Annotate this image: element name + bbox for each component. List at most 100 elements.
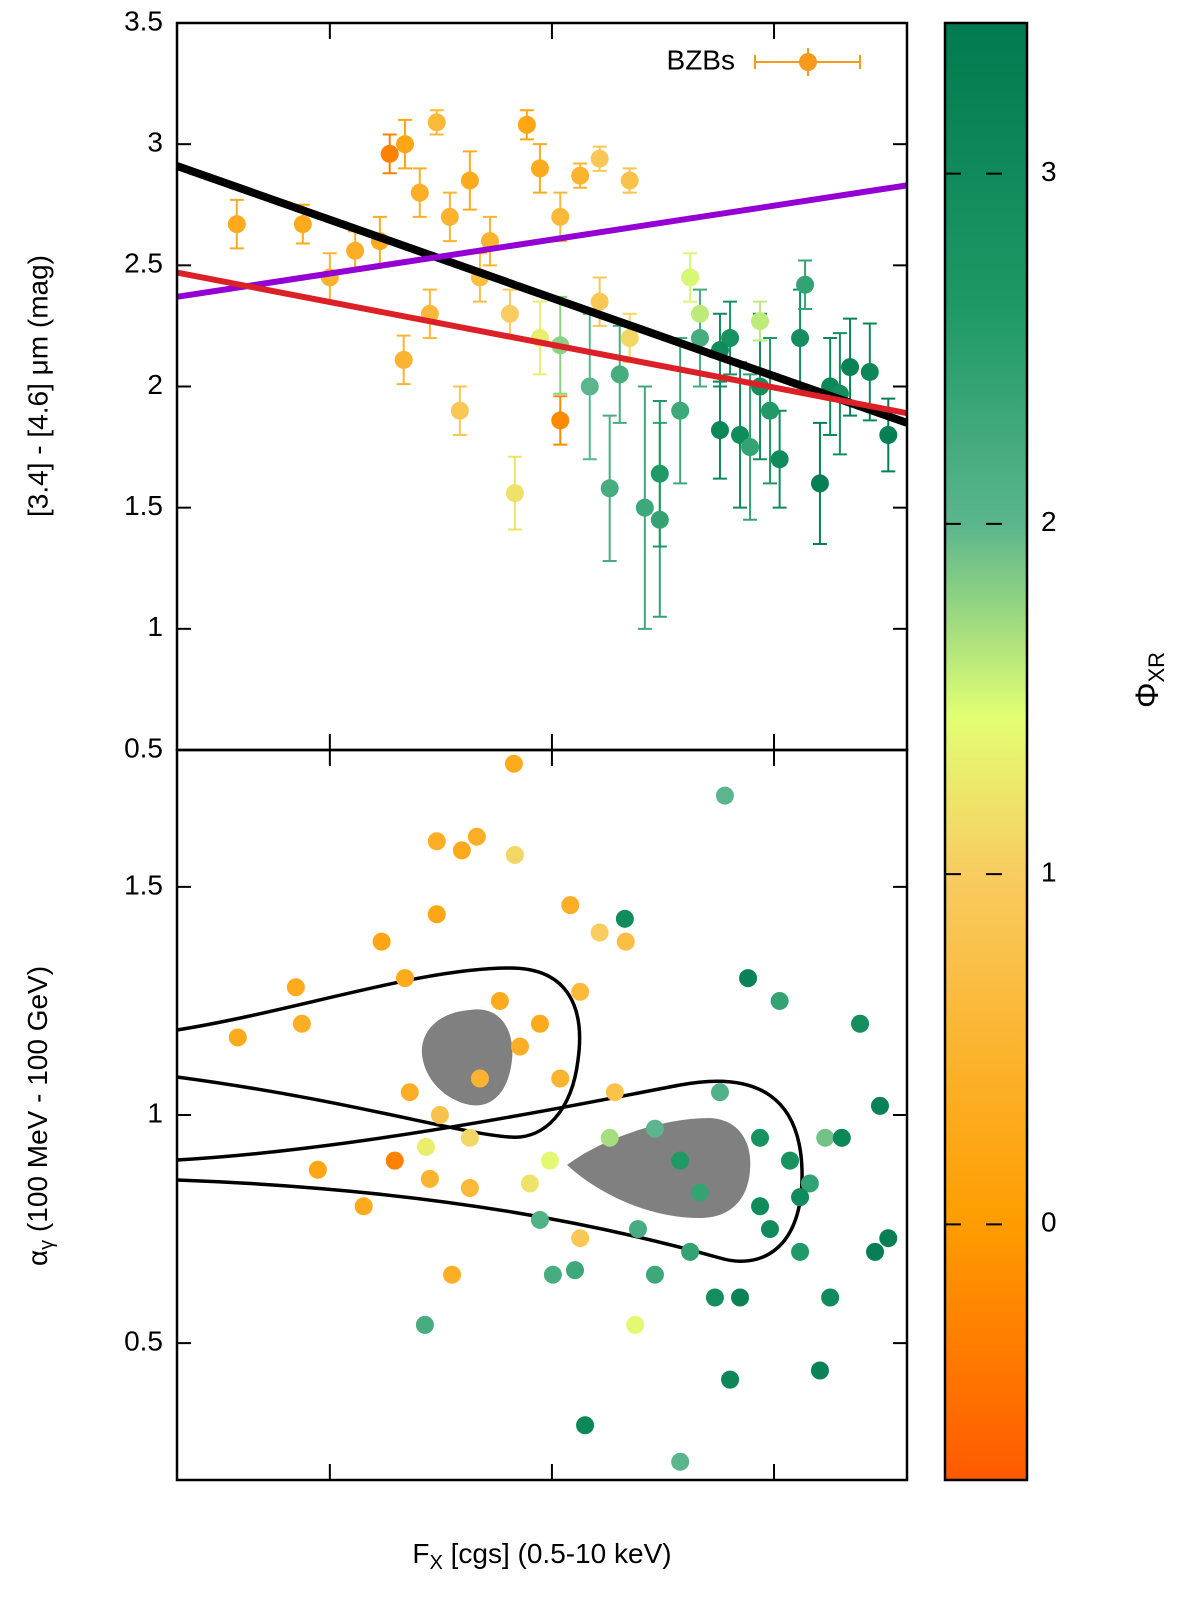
point	[530, 1014, 549, 1033]
point	[650, 510, 669, 529]
point	[681, 1242, 700, 1261]
point	[705, 1288, 724, 1307]
point	[841, 358, 860, 377]
y-tick-label: 2.5	[124, 248, 163, 279]
y-tick-label: 3	[147, 127, 163, 158]
y-tick-label: 0.5	[124, 1326, 163, 1357]
point	[460, 1179, 479, 1197]
point	[490, 991, 509, 1010]
point	[721, 1370, 740, 1389]
label-part: F	[412, 1538, 429, 1569]
point	[286, 978, 305, 997]
point	[780, 1151, 799, 1170]
point	[427, 832, 446, 851]
y-tick-label: 2	[147, 369, 163, 400]
point	[741, 438, 760, 457]
point	[770, 450, 789, 469]
colorbar-tick-label: 1	[1041, 856, 1057, 887]
point	[571, 1229, 590, 1248]
y-tick-label: 1	[147, 611, 163, 642]
point	[751, 312, 770, 331]
point	[228, 1028, 247, 1047]
point	[690, 1183, 709, 1202]
point	[500, 304, 519, 323]
point	[645, 1265, 664, 1284]
point	[739, 969, 758, 988]
x-axis-label: FX [cgs] (0.5-10 keV)	[412, 1538, 671, 1574]
colorbar-tick-label: 2	[1041, 506, 1057, 537]
point	[470, 1069, 489, 1088]
point	[354, 1197, 373, 1216]
point	[450, 401, 469, 420]
point	[551, 411, 570, 430]
point	[832, 1128, 851, 1147]
point	[292, 1014, 311, 1033]
point	[520, 1174, 539, 1193]
fit-line	[175, 162, 909, 427]
point	[372, 932, 391, 951]
point	[671, 1452, 690, 1471]
point	[346, 241, 365, 260]
fit-line	[176, 182, 908, 300]
point	[510, 1037, 529, 1056]
point	[791, 329, 810, 348]
label-part: Φ	[1129, 683, 1165, 709]
contours	[176, 966, 804, 1263]
contour-line	[176, 966, 582, 1139]
point	[610, 365, 629, 384]
point	[860, 362, 879, 381]
point	[721, 329, 740, 348]
label-part: α	[22, 1250, 53, 1266]
point	[417, 1137, 436, 1156]
point	[590, 292, 609, 311]
point	[530, 1210, 549, 1229]
point	[635, 498, 654, 517]
panel: 0.5 1 1.5	[124, 748, 909, 1482]
colorbar-frame	[943, 21, 1029, 1482]
legend-label: BZBs	[667, 44, 735, 75]
point	[396, 969, 415, 988]
point	[540, 1151, 559, 1170]
point	[565, 1261, 584, 1280]
point	[467, 827, 486, 846]
legend-marker	[799, 53, 817, 71]
point	[452, 841, 471, 860]
point	[430, 1106, 449, 1124]
y-tick-label: 1.5	[124, 869, 163, 900]
point	[427, 905, 446, 924]
point	[616, 932, 635, 951]
point	[380, 144, 399, 163]
point	[620, 171, 639, 190]
point	[870, 1096, 889, 1115]
panel: 0.5 1 1.5 2 2.5 3 3.5 BZBs	[124, 5, 909, 763]
point	[690, 329, 709, 348]
point	[420, 1169, 439, 1188]
point	[810, 1361, 829, 1380]
point	[590, 149, 609, 168]
point	[385, 1151, 404, 1170]
label-part: X	[430, 1552, 443, 1574]
point	[879, 1229, 898, 1248]
point	[770, 991, 789, 1010]
point	[227, 215, 246, 234]
label-part: XR	[1144, 652, 1169, 683]
point	[796, 275, 815, 294]
colorbar-label: ΦXR	[1129, 652, 1168, 708]
point	[460, 1128, 479, 1147]
point	[671, 401, 690, 420]
point	[580, 377, 599, 396]
point	[681, 268, 700, 287]
fit-line	[176, 269, 908, 417]
point	[576, 1416, 595, 1435]
point	[879, 425, 898, 444]
point	[530, 159, 549, 178]
label-part: [cgs] (0.5-10 keV)	[443, 1538, 672, 1569]
point	[760, 401, 779, 420]
y-tick-label: 0.5	[124, 732, 163, 763]
point	[715, 786, 734, 805]
label-part: (100 MeV - 100 GeV)	[22, 966, 53, 1240]
point	[791, 1242, 810, 1261]
label-part: γ	[36, 1240, 58, 1250]
point	[821, 1288, 840, 1307]
